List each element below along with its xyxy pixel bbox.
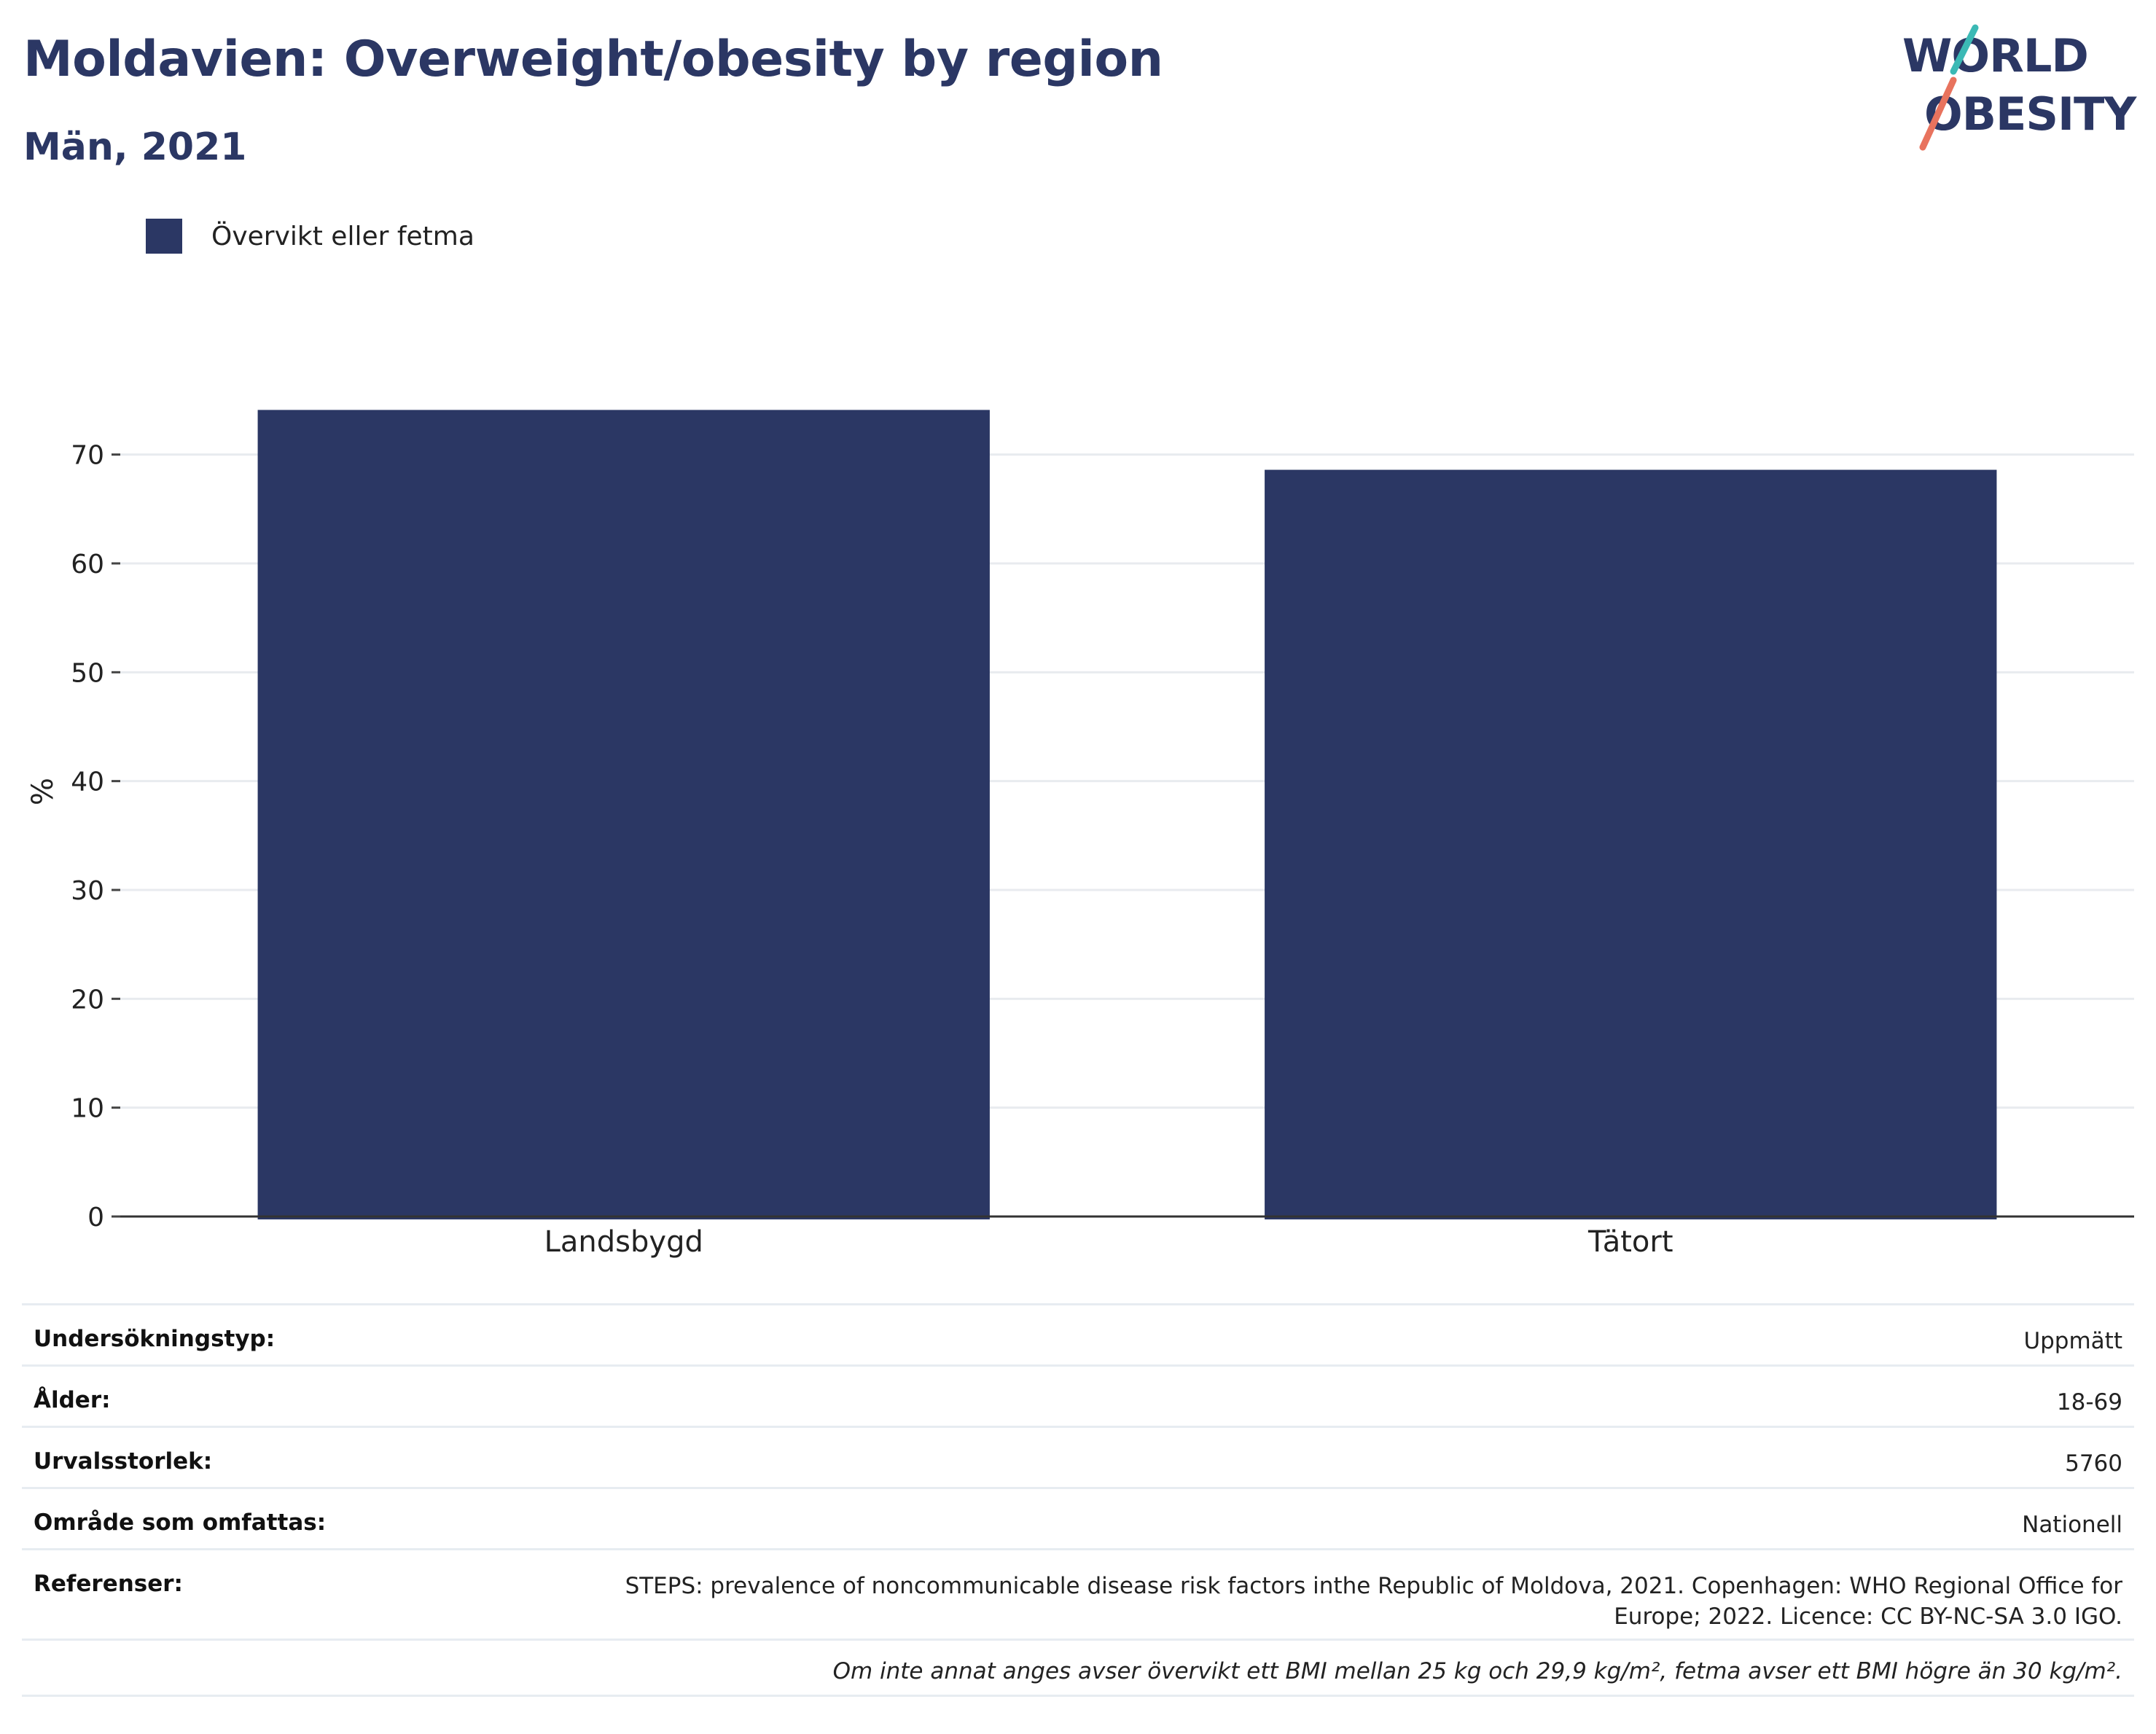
x-category-label: Landsbygd — [544, 1225, 703, 1259]
info-key: Undersökningstyp: — [34, 1326, 276, 1352]
info-row-age: Ålder: 18-69 — [22, 1364, 2134, 1426]
info-value: Uppmätt — [2023, 1328, 2122, 1354]
y-tick-label: 30 — [71, 876, 104, 906]
info-value: Nationell — [2022, 1512, 2122, 1538]
legend-label: Övervikt eller fetma — [211, 221, 474, 251]
info-key: Referenser: — [34, 1571, 183, 1597]
page-subtitle: Män, 2021 — [23, 125, 247, 169]
y-tick-label: 10 — [71, 1094, 104, 1124]
info-key: Ålder: — [34, 1387, 111, 1413]
info-value: STEPS: prevalence of noncommunicable dis… — [625, 1571, 2122, 1632]
survey-info-table: Undersökningstyp: Uppmätt Ålder: 18-69 U… — [22, 1303, 2134, 1697]
y-tick-label: 0 — [87, 1203, 104, 1233]
info-value: 18-69 — [2056, 1389, 2122, 1415]
info-value: 5760 — [2065, 1450, 2122, 1477]
info-row-sample-size: Urvalsstorlek: 5760 — [22, 1426, 2134, 1487]
svg-text:OBESITY: OBESITY — [1924, 87, 2137, 141]
info-row-survey-type: Undersökningstyp: Uppmätt — [22, 1303, 2134, 1364]
world-obesity-logo: WORLD OBESITY — [1902, 24, 2138, 151]
y-tick-label: 70 — [71, 441, 104, 471]
references-line-1: STEPS: prevalence of noncommunicable dis… — [625, 1573, 2122, 1599]
y-tick-label: 60 — [71, 550, 104, 579]
chart-legend: Övervikt eller fetma — [146, 217, 474, 255]
bar-tätort — [1265, 469, 1997, 1219]
y-tick-label: 20 — [71, 985, 104, 1015]
references-line-2: Europe; 2022. Licence: CC BY-NC-SA 3.0 I… — [1614, 1604, 2122, 1630]
svg-text:WORLD: WORLD — [1902, 29, 2088, 82]
bar-landsbygd — [257, 410, 990, 1219]
info-row-coverage: Område som omfattas: Nationell — [22, 1487, 2134, 1548]
info-row-references: Referenser: STEPS: prevalence of noncomm… — [22, 1548, 2134, 1639]
info-key: Område som omfattas: — [34, 1510, 327, 1536]
bmi-definition-note: Om inte annat anges avser övervikt ett B… — [22, 1639, 2134, 1697]
info-key: Urvalsstorlek: — [34, 1448, 213, 1475]
y-tick-label: 50 — [71, 658, 104, 688]
page-title: Moldavien: Overweight/obesity by region — [23, 31, 1163, 88]
x-category-label: Tätort — [1587, 1225, 1673, 1259]
legend-swatch — [146, 219, 182, 254]
y-tick-label: 40 — [71, 768, 104, 797]
bar-chart: 0 10 20 30 40 50 60 70 Landsbygd Tätort% — [26, 410, 2134, 1259]
y-axis-title: % — [26, 778, 60, 805]
